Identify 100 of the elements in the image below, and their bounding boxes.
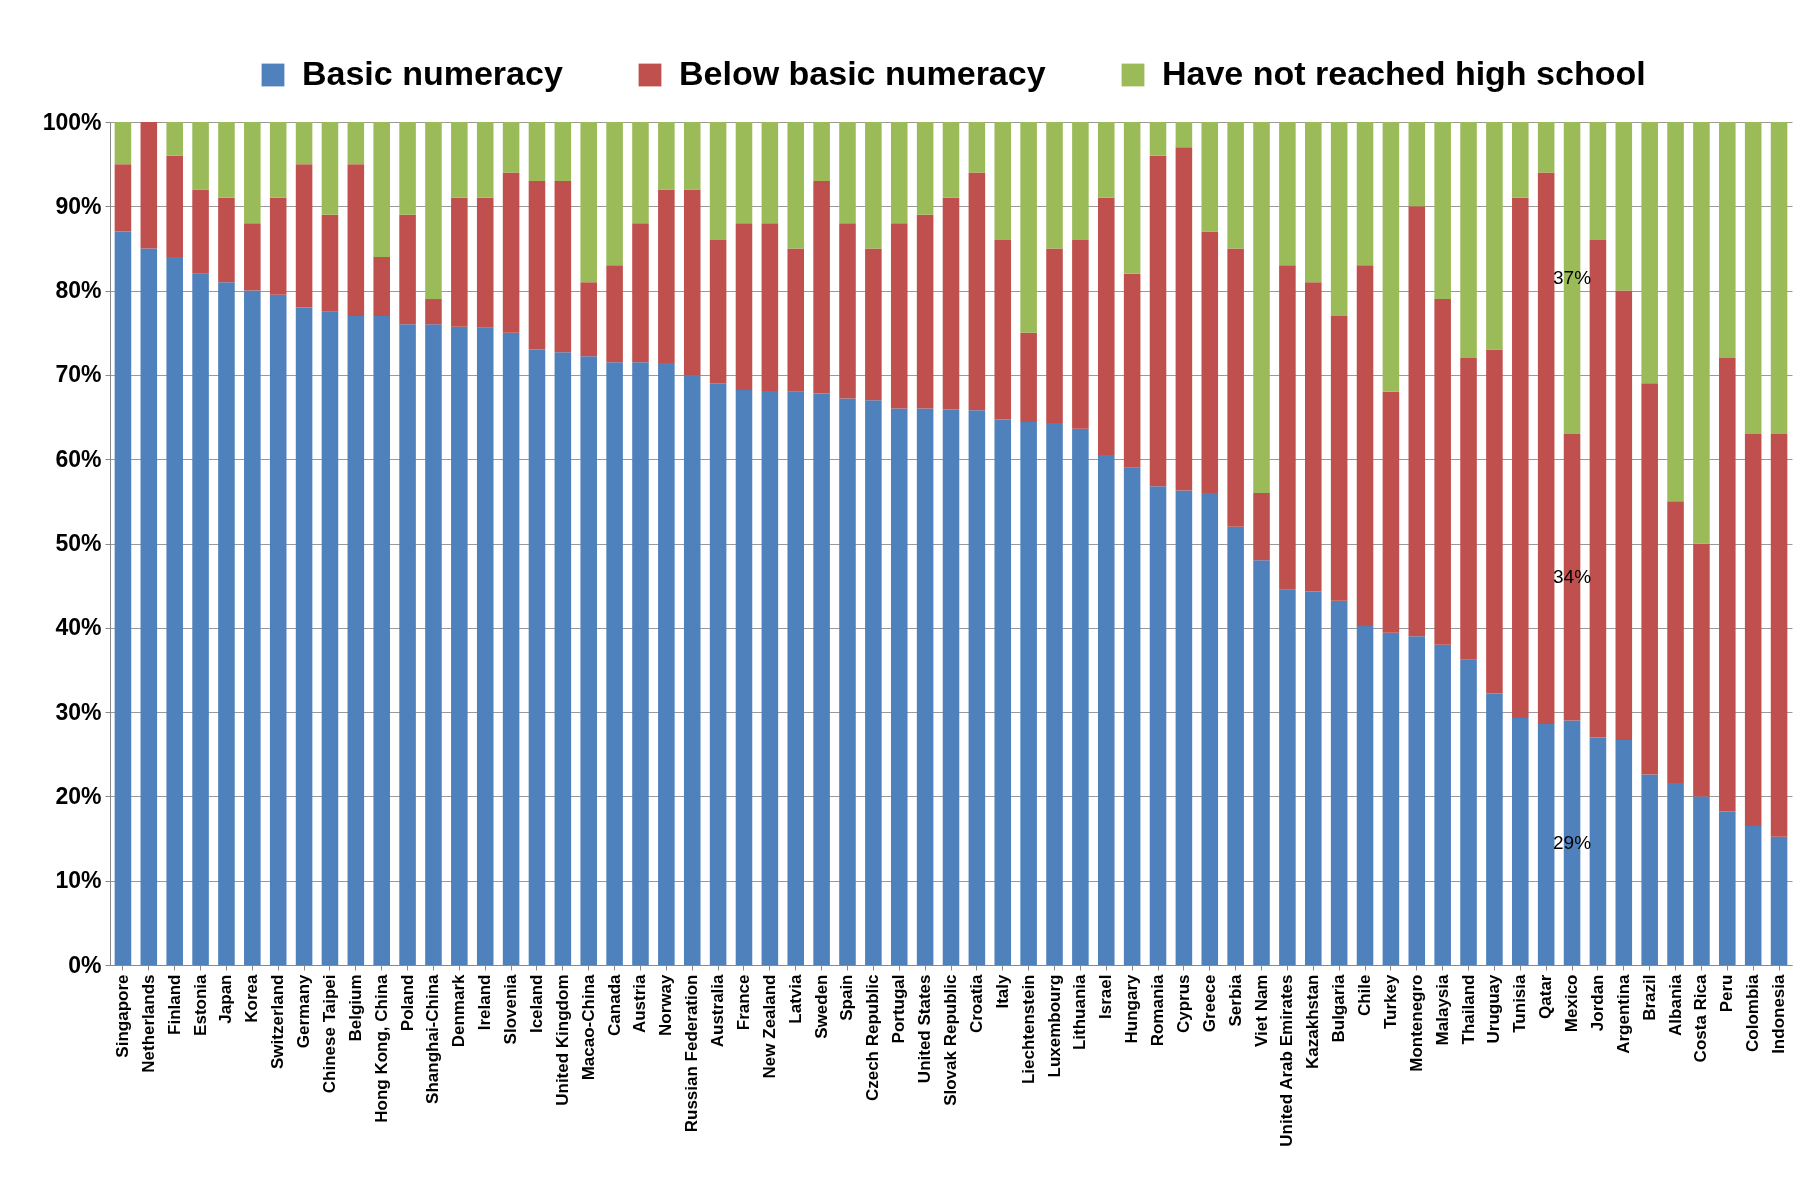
bar	[1641, 774, 1658, 965]
bar	[1693, 543, 1710, 797]
bar	[735, 122, 753, 224]
bar	[114, 231, 132, 965]
bar	[968, 122, 986, 173]
bar	[1589, 122, 1607, 241]
bar	[1693, 122, 1710, 544]
x-tick-label: Turkey	[1380, 973, 1400, 1029]
bar	[373, 256, 390, 316]
bar	[1512, 122, 1529, 198]
y-tick-label: 90%	[55, 192, 102, 219]
bar	[1486, 349, 1503, 694]
x-tick-label: Iceland	[526, 974, 546, 1034]
legend-label: Basic numeracy	[302, 54, 563, 92]
x-tick-label: Slovak Republic	[941, 974, 960, 1106]
x-tick-label: Hungary	[1122, 973, 1142, 1044]
bar	[1305, 282, 1322, 592]
bar	[1589, 240, 1607, 738]
bar	[1641, 383, 1658, 775]
x-tick-label: Luxembourg	[1044, 974, 1064, 1078]
bar	[1097, 197, 1115, 455]
bar	[502, 332, 520, 965]
x-tick-label: Germany	[294, 973, 314, 1049]
bar	[1356, 122, 1374, 266]
y-tick-label: 0%	[68, 951, 102, 978]
x-tick-label: Macao-China	[578, 973, 598, 1081]
x-tick-label: Serbia	[1225, 973, 1245, 1027]
bar	[1744, 122, 1762, 434]
bar	[476, 327, 494, 965]
bar	[1486, 693, 1503, 965]
x-tick-label: Switzerland	[268, 974, 288, 1069]
bar	[1123, 467, 1141, 965]
bar	[192, 122, 209, 190]
bar	[425, 122, 442, 300]
bar	[554, 181, 572, 353]
bar	[269, 122, 287, 198]
bar	[1382, 632, 1400, 965]
bar	[1330, 122, 1348, 316]
bar	[1020, 122, 1037, 333]
bar	[1020, 332, 1037, 423]
bar	[1020, 422, 1037, 965]
bar	[1667, 782, 1684, 965]
bar	[502, 122, 520, 173]
bar	[1123, 273, 1141, 468]
bar	[839, 122, 856, 224]
x-tick-label: New Zealand	[759, 974, 779, 1079]
data-label: 29%	[1553, 831, 1592, 853]
x-tick-label: Colombia	[1743, 973, 1763, 1052]
bar	[1719, 358, 1736, 812]
bar	[606, 362, 623, 965]
bar	[1175, 490, 1193, 965]
bar	[347, 164, 365, 316]
x-tick-label: Russian Federation	[682, 974, 702, 1133]
bar	[1123, 122, 1141, 274]
bar	[1279, 122, 1296, 266]
x-tick-label: Croatia	[966, 973, 986, 1034]
x-tick-label: Italy	[992, 973, 1012, 1009]
bar	[580, 356, 597, 965]
bar	[1615, 739, 1633, 965]
bar	[994, 240, 1012, 420]
bar	[865, 400, 882, 965]
x-tick-label: Belgium	[345, 974, 365, 1042]
bar	[244, 223, 261, 291]
bar	[1460, 122, 1477, 359]
bar	[218, 122, 235, 198]
bar	[347, 315, 365, 965]
x-tick-label: Israel	[1096, 974, 1116, 1019]
bar	[1175, 122, 1193, 148]
x-tick-label: Greece	[1199, 974, 1219, 1033]
bar	[580, 122, 597, 283]
bar	[994, 122, 1012, 241]
bar	[528, 122, 546, 182]
bar	[1046, 122, 1063, 249]
x-tick-label: Canada	[604, 973, 624, 1036]
bar	[1149, 486, 1167, 965]
x-tick-label: Malaysia	[1432, 973, 1452, 1046]
x-tick-label: Portugal	[889, 974, 909, 1044]
bar	[1537, 122, 1555, 173]
bar	[890, 122, 908, 224]
x-tick-label: Costa Rica	[1691, 973, 1711, 1063]
bar	[658, 122, 675, 190]
x-tick-label: Chile	[1355, 974, 1375, 1017]
bar	[451, 197, 468, 327]
x-tick-label: Australia	[708, 973, 728, 1048]
legend-label: Below basic numeracy	[679, 54, 1046, 92]
bar	[1253, 122, 1270, 493]
x-tick-label: Peru	[1717, 974, 1737, 1013]
bar	[1097, 122, 1115, 198]
bar	[1434, 299, 1451, 645]
bar	[813, 393, 830, 965]
bar	[658, 363, 675, 965]
bar	[735, 390, 753, 965]
bar	[1434, 644, 1451, 965]
bar	[1615, 290, 1633, 740]
x-tick-label: Japan	[216, 974, 236, 1024]
bar	[1408, 636, 1426, 965]
bar	[761, 122, 779, 224]
bar	[580, 282, 597, 357]
bar	[1382, 122, 1400, 392]
bar	[1589, 737, 1607, 965]
